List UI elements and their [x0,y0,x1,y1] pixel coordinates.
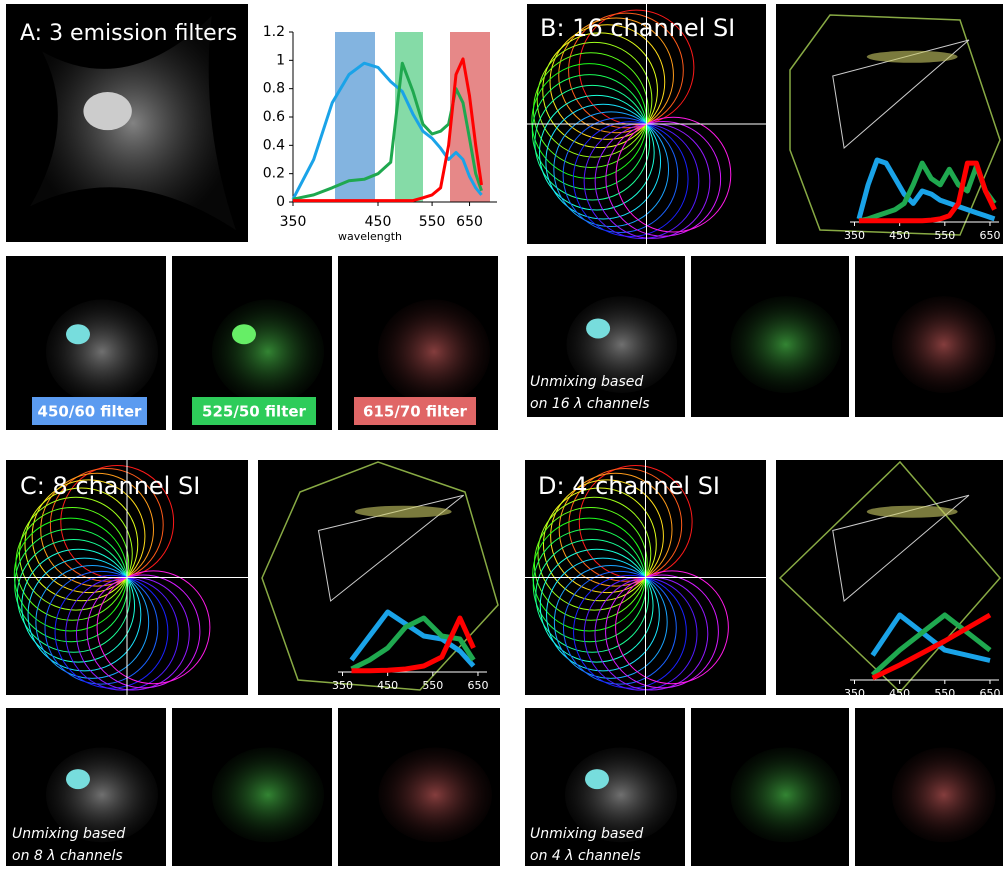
panel-label: D: 4 channel SI [538,472,720,500]
filter-band [395,32,423,202]
x-tick-label: 350 [280,214,307,230]
caption: Unmixing based [12,826,125,842]
cell-body [379,748,492,843]
caption: on 8 λ channels [12,848,123,864]
x-tick-label: 450 [889,687,910,700]
caption: Unmixing based [530,374,643,390]
x-tick-label: 550 [934,687,955,700]
cell-body [892,296,996,393]
caption: on 4 λ channels [530,848,641,864]
panel-label: A: 3 emission filters [20,21,237,46]
cell-body [731,748,842,843]
x-tick-label: 550 [419,214,446,230]
x-tick-label: 550 [422,679,443,692]
cell-body [892,748,996,843]
x-tick-label: 650 [467,679,488,692]
x-tick-label: 450 [377,679,398,692]
x-tick-label: 350 [332,679,353,692]
x-tick-label: 350 [844,229,865,242]
panel-label: C: 8 channel SI [20,472,200,500]
nucleus [232,324,256,344]
cell-body [212,300,324,404]
cell-body [46,300,158,404]
x-tick-label: 650 [979,229,1000,242]
y-tick-label: 0.6 [263,109,285,125]
y-tick-label: 1 [276,52,285,68]
nucleus [585,769,609,789]
filter-label: 525/50 filter [202,403,306,421]
y-tick-label: 0.4 [263,137,285,153]
pixel-cloud [867,51,958,63]
filter-labels: 450/60 filter 525/50 filter 615/70 filter [32,397,476,425]
nucleus [586,318,610,338]
cell-body [731,296,842,393]
x-tick-label: 650 [979,687,1000,700]
page: 350 450 550 650 0 0.2 0.4 0.6 0.8 1 1.2 wavelength 3… [0,0,1005,869]
x-axis-label: wavelength [338,230,402,243]
y-tick-label: 0 [276,194,285,210]
caption: Unmixing based [530,826,643,842]
pixel-cloud [355,506,452,518]
filter-label: 615/70 filter [363,403,467,421]
cell-body [212,748,324,843]
caption: on 16 λ channels [530,396,650,412]
panel-label: B: 16 channel SI [540,14,735,42]
figure: 350 450 550 650 0 0.2 0.4 0.6 0.8 1 1.2 wavelength 3… [0,0,1005,869]
x-tick-label: 650 [456,214,483,230]
y-tick-label: 0.2 [263,166,285,182]
nucleus [66,769,90,789]
x-tick-label: 450 [889,229,910,242]
cell-body [378,300,490,404]
pixel-cloud [867,506,958,518]
x-tick-label: 350 [844,687,865,700]
nucleus [66,324,90,344]
nucleus [83,92,131,130]
x-tick-label: 550 [934,229,955,242]
x-tick-label: 450 [365,214,392,230]
y-tick-label: 1.2 [263,24,285,40]
y-tick-label: 0.8 [263,81,285,97]
filter-label: 450/60 filter [38,403,142,421]
